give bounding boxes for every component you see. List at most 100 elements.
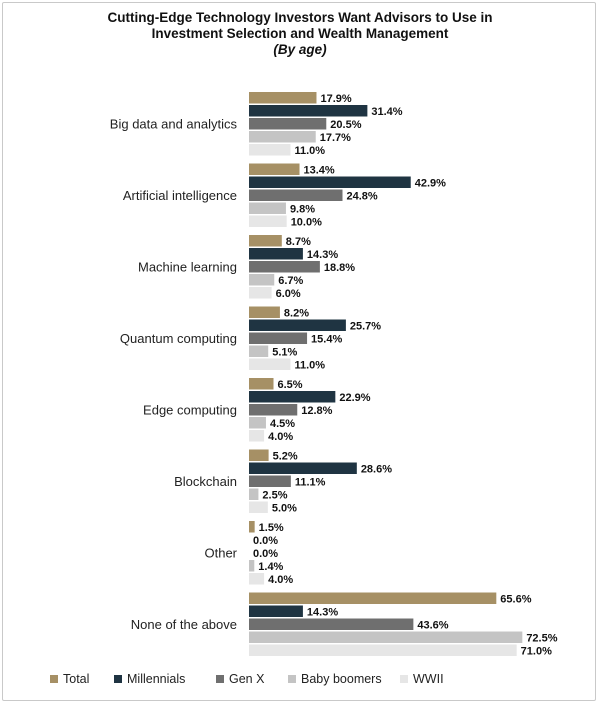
bar [249, 261, 320, 273]
bar [249, 131, 316, 143]
category-label: Machine learning [138, 260, 237, 275]
legend-item: Baby boomers [288, 672, 382, 686]
data-label: 17.7% [320, 132, 351, 144]
data-label: 6.7% [278, 275, 303, 287]
data-label: 17.9% [320, 93, 351, 105]
category-label: Quantum computing [120, 331, 237, 346]
chart-subtitle: (By age) [273, 42, 327, 57]
legend-item: WWII [400, 672, 444, 686]
legend-swatch [114, 675, 122, 683]
bar [249, 274, 275, 286]
data-label: 1.5% [259, 522, 284, 534]
category-label: Blockchain [174, 474, 237, 489]
bar [249, 475, 291, 487]
data-label: 13.4% [304, 165, 335, 177]
bar [249, 144, 291, 156]
data-label: 42.9% [415, 178, 446, 190]
bar [249, 560, 255, 572]
bar [249, 105, 368, 117]
bar [249, 501, 268, 513]
bar [249, 358, 291, 370]
data-label: 0.0% [253, 535, 278, 547]
category-label: Artificial intelligence [123, 188, 237, 203]
legend-swatch [288, 675, 296, 683]
data-label: 5.2% [273, 451, 298, 463]
bar [249, 449, 269, 461]
category-label: Edge computing [143, 403, 237, 418]
legend-swatch [400, 675, 408, 683]
data-label: 31.4% [371, 106, 402, 118]
bar [249, 306, 280, 318]
data-label: 12.8% [301, 405, 332, 417]
bar [249, 521, 255, 533]
title-line-1: Cutting-Edge Technology Investors Want A… [107, 10, 493, 25]
title-line-2: Investment Selection and Wealth Manageme… [151, 26, 449, 41]
chart-title: Cutting-Edge Technology Investors Want A… [0, 10, 600, 58]
legend-label: Baby boomers [301, 672, 382, 686]
legend-item: Millennials [114, 672, 185, 686]
data-label: 4.0% [268, 574, 293, 586]
data-label: 8.2% [284, 308, 309, 320]
data-label: 22.9% [339, 392, 370, 404]
bar [249, 215, 287, 227]
bar [249, 235, 282, 247]
legend-item: Total [50, 672, 89, 686]
bar [249, 404, 298, 416]
data-label: 11.0% [294, 360, 325, 372]
bar [249, 163, 300, 175]
bar [249, 319, 346, 331]
legend-label: Total [63, 672, 90, 686]
data-label: 43.6% [417, 620, 448, 632]
bar [249, 248, 303, 260]
bar [249, 573, 265, 585]
data-label: 18.8% [324, 262, 355, 274]
bar [249, 417, 266, 429]
data-label: 6.0% [276, 288, 301, 300]
bar [249, 644, 517, 656]
data-label: 15.4% [311, 334, 342, 346]
bar [249, 488, 259, 500]
data-label: 65.6% [500, 594, 531, 606]
bar [249, 189, 343, 201]
bar [249, 332, 308, 344]
bar [249, 118, 327, 130]
bar [249, 462, 357, 474]
legend-label: WWII [413, 672, 444, 686]
bar [249, 430, 265, 442]
legend-label: Millennials [127, 672, 186, 686]
legend-swatch [50, 675, 58, 683]
bar [249, 605, 303, 617]
bar [249, 287, 272, 299]
bar [249, 391, 336, 403]
bar [249, 378, 274, 390]
data-label: 4.0% [268, 431, 293, 443]
data-label: 20.5% [330, 119, 361, 131]
data-label: 28.6% [361, 464, 392, 476]
data-label: 5.1% [272, 347, 297, 359]
legend-item: Gen X [216, 672, 264, 686]
bar [249, 345, 269, 357]
data-label: 11.0% [294, 145, 325, 157]
data-label: 25.7% [350, 321, 381, 333]
data-label: 9.8% [290, 204, 315, 216]
data-label: 4.5% [270, 418, 295, 430]
chart-legend: Total Millennials Gen X Baby boomers WWII [50, 672, 570, 690]
data-label: 10.0% [291, 217, 322, 229]
data-label: 11.1% [295, 477, 326, 489]
bar [249, 92, 317, 104]
legend-label: Gen X [229, 672, 265, 686]
bar [249, 631, 523, 643]
legend-swatch [216, 675, 224, 683]
data-label: 24.8% [346, 191, 377, 203]
data-label: 71.0% [521, 646, 552, 658]
data-label: 72.5% [526, 633, 557, 645]
category-label: Other [204, 546, 237, 561]
data-label: 8.7% [286, 236, 311, 248]
data-label: 5.0% [272, 503, 297, 515]
data-label: 1.4% [258, 561, 283, 573]
data-label: 14.3% [307, 607, 338, 619]
data-label: 6.5% [278, 379, 303, 391]
bar [249, 176, 411, 188]
